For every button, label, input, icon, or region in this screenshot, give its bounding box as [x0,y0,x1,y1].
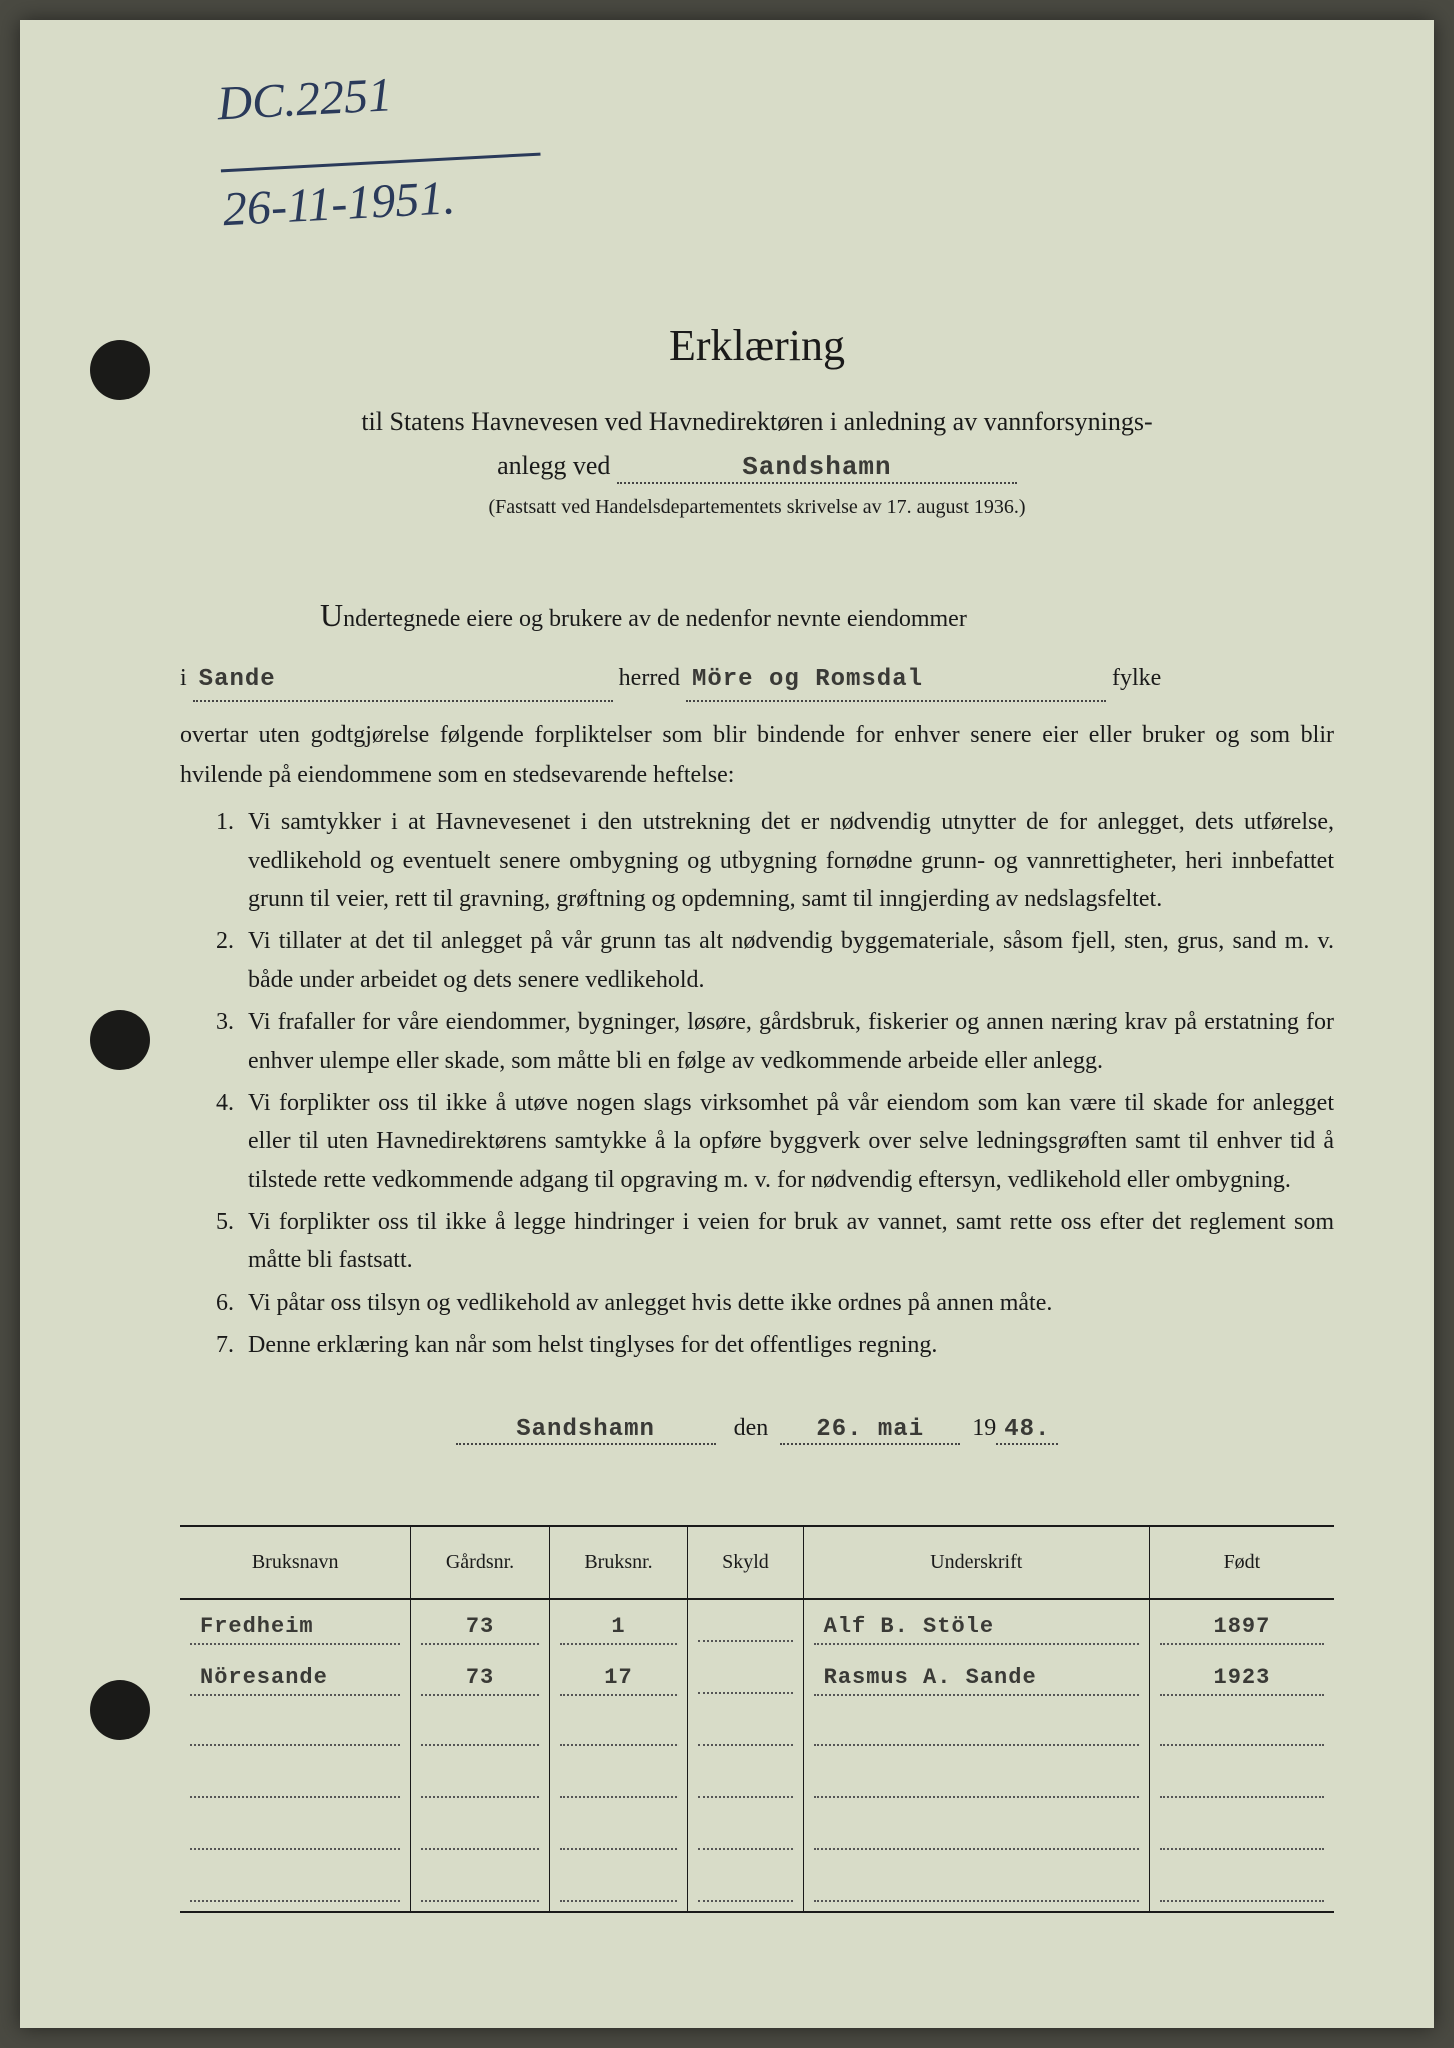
handwritten-line2: 26-11-1951. [222,167,544,236]
table-row: Fredheim731 Alf B. Stöle1897 [180,1599,1334,1651]
table-row [180,1859,1334,1911]
regulation-note: (Fastsatt ved Handelsdepartementets skri… [180,496,1334,519]
cell-bruksnr [549,1807,687,1859]
intro-text: ndertegnede eiere og brukere av de neden… [343,606,967,632]
cell-underskrift [803,1807,1149,1859]
clause-item: Vi samtykker i at Havnevesenet i den uts… [240,803,1334,918]
herred-value: Sande [193,660,613,702]
intro-paragraph: Undertegnede eiere og brukere av de nede… [180,589,1334,642]
cell-gardsnr: 73 [411,1651,549,1703]
cell-skyld [688,1807,803,1859]
subtitle-line-1: til Statens Havnevesen ved Havnedirektør… [180,401,1334,443]
punch-hole-icon [90,1680,150,1740]
signatories-table-wrap: Bruksnavn Gårdsnr. Bruksnr. Skyld Unders… [180,1525,1334,1913]
cell-gardsnr [411,1807,549,1859]
punch-hole-icon [90,340,150,400]
subtitle-line-2: anlegg ved Sandshamn [180,451,1334,484]
handwritten-annotation: DC.2251 26-11-1951. [216,62,544,237]
fylke-value: Möre og Romsdal [686,660,1106,702]
cell-underskrift: Alf B. Stöle [803,1599,1149,1651]
cell-gardsnr: 73 [411,1599,549,1651]
cell-skyld [688,1755,803,1807]
document-page: DC.2251 26-11-1951. Erklæring til Staten… [20,20,1434,2028]
cell-skyld [688,1859,803,1911]
i-label: i [180,665,187,691]
preamble-text: overtar uten godtgjørelse følgende forpl… [180,716,1334,795]
document-title: Erklæring [180,320,1334,371]
table-row [180,1755,1334,1807]
signature-line: Sandshamn den 26. mai 1948. [180,1415,1334,1445]
cell-gardsnr [411,1703,549,1755]
clause-item: Vi forplikter oss til ikke å utøve nogen… [240,1084,1334,1199]
th-gardsnr: Gårdsnr. [411,1527,549,1599]
th-skyld: Skyld [688,1527,803,1599]
cell-bruksnavn [180,1703,411,1755]
cell-underskrift [803,1755,1149,1807]
th-bruksnr: Bruksnr. [549,1527,687,1599]
signatories-table: Bruksnavn Gårdsnr. Bruksnr. Skyld Unders… [180,1527,1334,1911]
clause-item: Vi tillater at det til anlegget på vår g… [240,922,1334,999]
cell-bruksnavn: Nöresande [180,1651,411,1703]
punch-hole-icon [90,1010,150,1070]
signature-year: 48. [996,1416,1058,1445]
cell-skyld [688,1703,803,1755]
cell-fodt [1149,1703,1334,1755]
table-row [180,1807,1334,1859]
cell-bruksnr [549,1703,687,1755]
cell-bruksnavn [180,1755,411,1807]
cell-bruksnr: 17 [549,1651,687,1703]
clause-item: Vi påtar oss tilsyn og vedlikehold av an… [240,1284,1334,1322]
cell-fodt: 1897 [1149,1599,1334,1651]
th-bruksnavn: Bruksnavn [180,1527,411,1599]
cell-gardsnr [411,1859,549,1911]
cell-bruksnr [549,1755,687,1807]
cell-fodt: 1923 [1149,1651,1334,1703]
herred-label: herred [619,665,680,691]
cell-fodt [1149,1755,1334,1807]
signature-place: Sandshamn [456,1416,716,1445]
cell-bruksnr: 1 [549,1599,687,1651]
intro-dropcap: U [320,597,343,633]
table-row [180,1703,1334,1755]
clause-list: Vi samtykker i at Havnevesenet i den uts… [220,803,1334,1364]
cell-bruksnavn: Fredheim [180,1599,411,1651]
cell-fodt [1149,1859,1334,1911]
clause-item: Vi forplikter oss til ikke å legge hindr… [240,1203,1334,1280]
cell-gardsnr [411,1755,549,1807]
den-label: den [734,1415,769,1441]
anlegg-ved-value: Sandshamn [617,452,1017,484]
cell-underskrift [803,1859,1149,1911]
cell-skyld [688,1651,803,1703]
th-underskrift: Underskrift [803,1527,1149,1599]
cell-underskrift [803,1703,1149,1755]
jurisdiction-line: i Sande herred Möre og Romsdal fylke [180,659,1334,702]
cell-skyld [688,1599,803,1651]
cell-underskrift: Rasmus A. Sande [803,1651,1149,1703]
cell-bruksnavn [180,1859,411,1911]
cell-fodt [1149,1807,1334,1859]
th-fodt: Født [1149,1527,1334,1599]
clause-item: Denne erklæring kan når som helst tingly… [240,1326,1334,1364]
fylke-label: fylke [1112,665,1161,691]
anlegg-ved-label: anlegg ved [497,451,610,480]
handwritten-line1: DC.2251 [216,62,538,131]
cell-bruksnavn [180,1807,411,1859]
clause-item: Vi frafaller for våre eiendommer, bygnin… [240,1003,1334,1080]
year-prefix: 19 [972,1415,996,1441]
signature-date: 26. mai [780,1416,960,1445]
table-row: Nöresande7317 Rasmus A. Sande1923 [180,1651,1334,1703]
cell-bruksnr [549,1859,687,1911]
